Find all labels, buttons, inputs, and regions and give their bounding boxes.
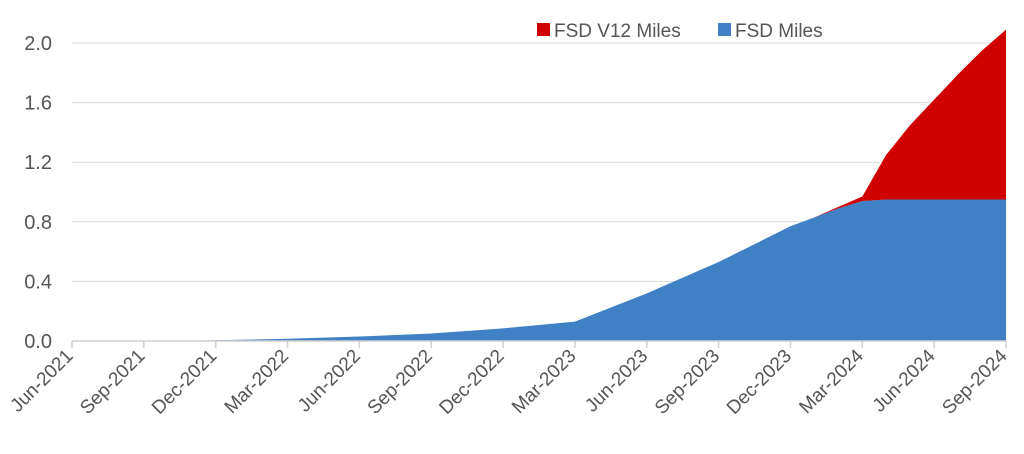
x-tick-label: Jun-2021	[7, 346, 78, 417]
x-tick-label: Jun-2023	[581, 346, 652, 417]
x-tick-label: Mar-2024	[795, 345, 868, 418]
y-tick-label: 1.2	[24, 152, 52, 174]
x-tick-label: Dec-2023	[723, 346, 796, 419]
y-tick-label: 1.6	[24, 93, 52, 115]
area-fsd-miles	[72, 199, 1006, 341]
x-tick-label: Dec-2021	[148, 346, 221, 419]
x-tick-label: Mar-2023	[508, 346, 580, 418]
y-tick-label: 0.4	[24, 271, 52, 293]
x-tick-label: Mar-2022	[221, 346, 293, 418]
x-tick-label: Sep-2021	[76, 346, 149, 419]
x-tick-label: Jun-2022	[294, 346, 365, 417]
legend-label: FSD V12 Miles	[554, 21, 681, 42]
x-tick-label: Sep-2024	[938, 345, 1011, 418]
legend-swatch	[537, 23, 550, 36]
legend-swatch	[718, 23, 731, 36]
x-tick-label: Dec-2022	[436, 346, 509, 419]
x-tick-label: Sep-2023	[651, 346, 724, 419]
x-tick-label: Sep-2022	[364, 346, 437, 419]
legend-label: FSD Miles	[735, 21, 823, 42]
x-tick-label: Jun-2024	[869, 345, 940, 416]
y-tick-label: 0.8	[24, 212, 52, 234]
y-tick-label: 0.0	[24, 331, 52, 353]
y-tick-label: 2.0	[24, 33, 52, 55]
